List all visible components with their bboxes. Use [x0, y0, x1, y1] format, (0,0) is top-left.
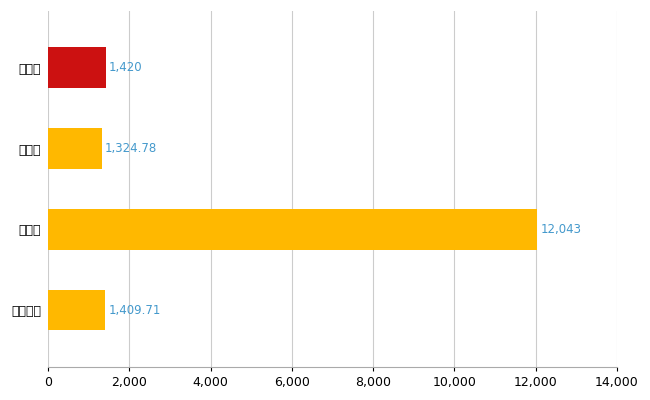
- Text: 12,043: 12,043: [541, 223, 582, 236]
- Bar: [48, 48, 106, 88]
- Bar: [48, 290, 105, 330]
- Text: 1,409.71: 1,409.71: [109, 304, 161, 317]
- Text: 1,324.78: 1,324.78: [105, 142, 157, 155]
- Bar: [48, 128, 102, 169]
- Bar: [48, 209, 538, 250]
- Text: 1,420: 1,420: [109, 61, 142, 74]
